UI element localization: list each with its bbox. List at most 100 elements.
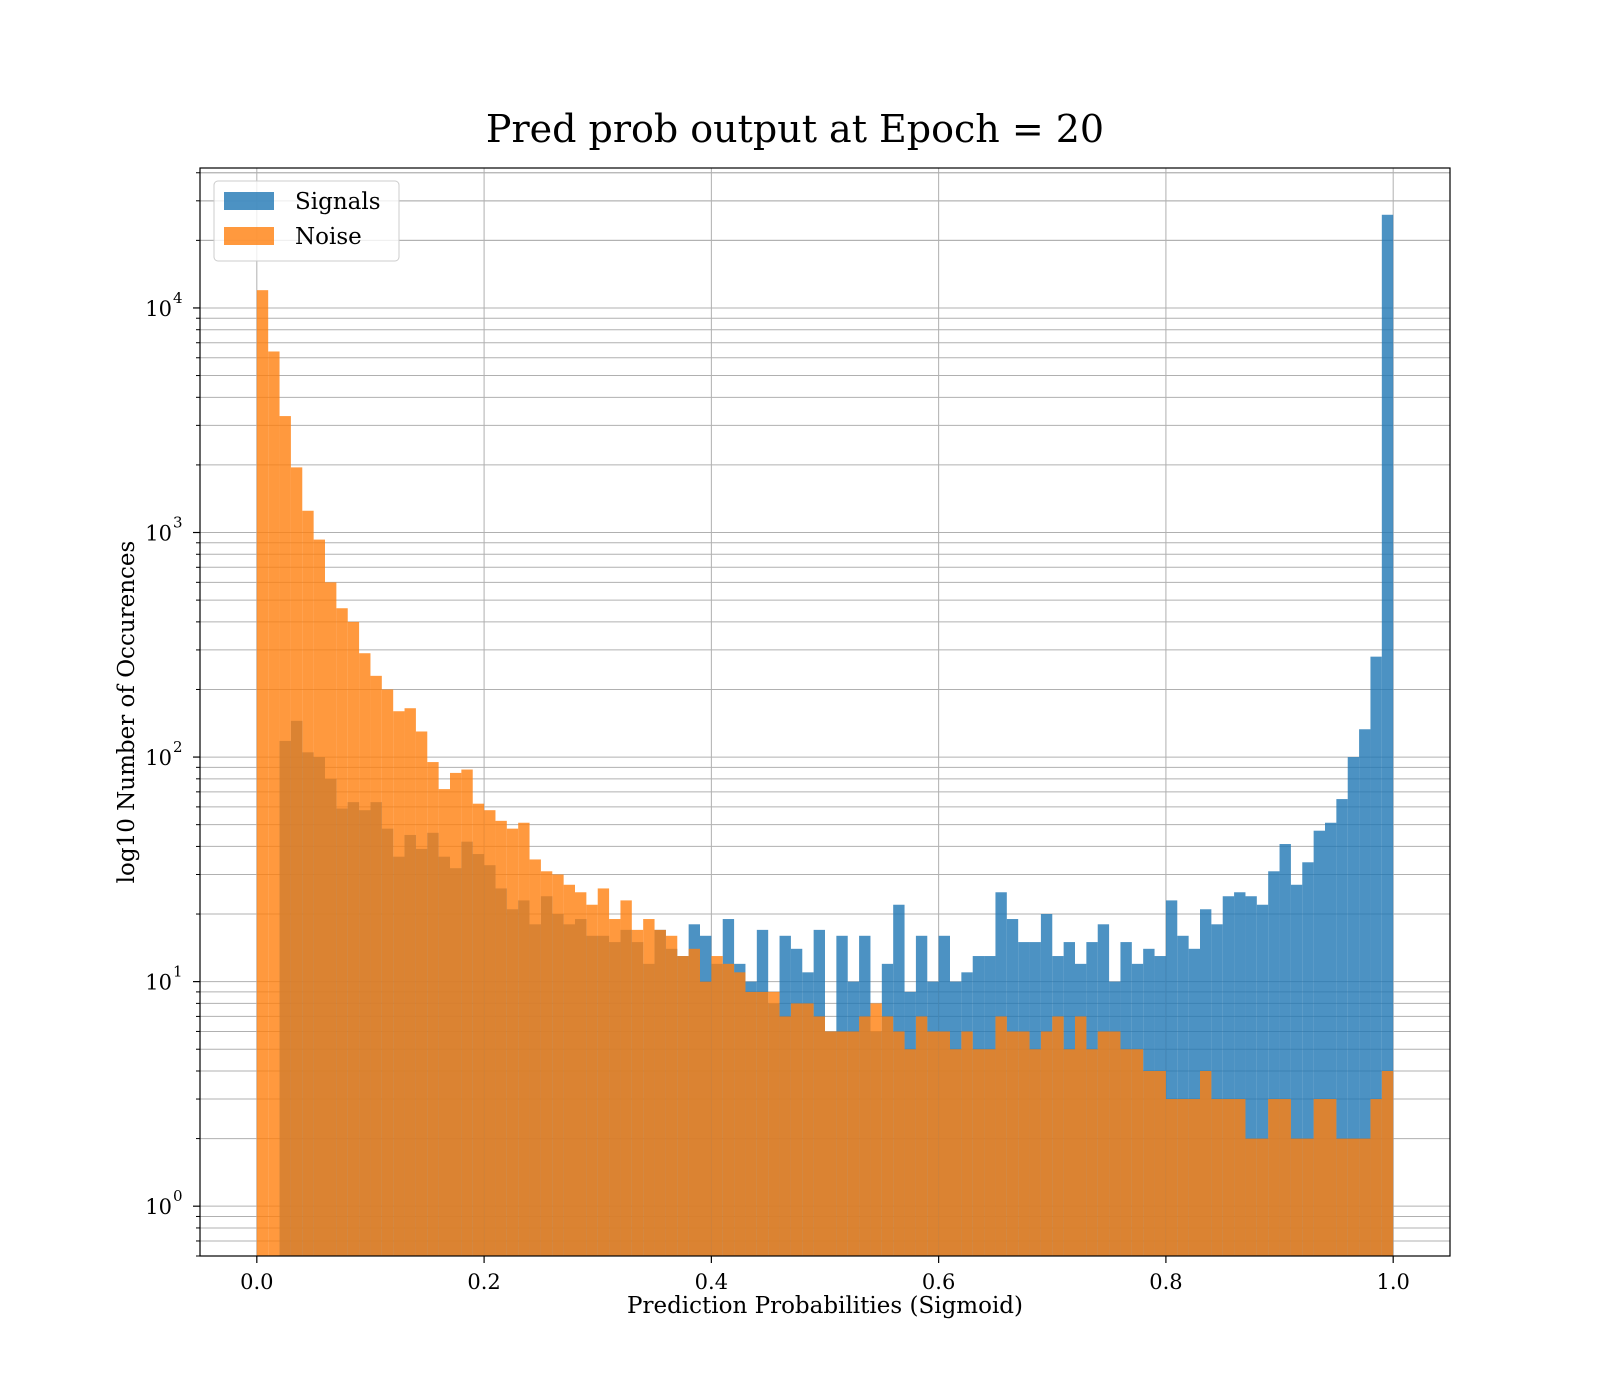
signals-bar [1290, 884, 1303, 1256]
noise-bar [1222, 1099, 1235, 1256]
noise-bar [870, 1003, 882, 1256]
plot-frame [199, 167, 1451, 1257]
noise-bar [768, 991, 780, 1256]
noise-bar [313, 539, 325, 1256]
noise-bar [597, 888, 610, 1256]
noise-bar [631, 929, 644, 1256]
noise-bar [427, 762, 439, 1256]
noise-bar [609, 919, 621, 1256]
noise-bar [1268, 1099, 1280, 1256]
noise-bar [620, 900, 632, 1256]
signals-bar [1211, 924, 1223, 1256]
noise-bar [438, 789, 450, 1256]
noise-bar [677, 956, 689, 1256]
signals-bar [1381, 214, 1394, 1257]
noise-bar [472, 803, 485, 1256]
noise-bar [1359, 1138, 1371, 1256]
noise-bar [506, 828, 519, 1256]
noise-bar [779, 1016, 791, 1256]
noise-bar [790, 1003, 803, 1256]
signals-bar [1256, 904, 1269, 1256]
y-tick-exponent: 4 [173, 289, 183, 307]
noise-bar [1120, 1049, 1132, 1256]
signals-bar [1336, 799, 1348, 1256]
noise-bar [1029, 1049, 1041, 1256]
noise-bar [881, 1016, 894, 1256]
y-tick-label: 10 [145, 522, 172, 546]
noise-bar [938, 1031, 950, 1256]
signals-bar [1359, 729, 1371, 1256]
legend-label-noise: Noise [295, 224, 362, 250]
noise-bar [404, 708, 416, 1256]
noise-bar [268, 351, 280, 1256]
legend-swatch-signals [224, 192, 274, 210]
noise-bar [563, 884, 575, 1256]
noise-bars [256, 290, 1394, 1257]
legend-swatch-noise [224, 227, 274, 245]
signals-bar [1222, 896, 1235, 1256]
noise-bar [484, 810, 496, 1256]
signals-bar [1313, 830, 1325, 1256]
noise-bar [302, 510, 314, 1256]
noise-bar [893, 1031, 905, 1256]
noise-bar [1063, 1049, 1075, 1256]
noise-bar [1131, 1049, 1144, 1256]
noise-bar [915, 1016, 928, 1256]
noise-bar [1279, 1099, 1291, 1256]
noise-bar [927, 1031, 939, 1256]
noise-bar [518, 822, 530, 1256]
noise-bar [972, 1049, 985, 1256]
noise-bar [540, 871, 553, 1256]
y-tick-label: 10 [145, 971, 172, 995]
noise-bar [847, 1031, 860, 1256]
x-tick-label: 0.0 [240, 1270, 273, 1294]
x-tick-label: 0.6 [922, 1270, 955, 1294]
noise-bar [1302, 1138, 1314, 1256]
noise-bar [1290, 1138, 1303, 1256]
signals-bar [1245, 896, 1257, 1256]
noise-bar [336, 608, 348, 1256]
noise-bar [1325, 1099, 1337, 1256]
noise-bar [722, 963, 735, 1256]
noise-bar [529, 859, 541, 1256]
noise-bar [347, 621, 360, 1256]
noise-bar [1188, 1099, 1200, 1256]
noise-bar [700, 981, 712, 1256]
noise-bar [290, 467, 303, 1256]
noise-bar [1200, 1070, 1212, 1256]
noise-bar [495, 820, 507, 1256]
noise-bar [984, 1049, 996, 1256]
noise-bar [1154, 1070, 1166, 1256]
noise-bar [415, 731, 428, 1256]
signals-bar [1325, 822, 1337, 1256]
noise-bar [802, 1003, 814, 1256]
noise-bar [995, 1016, 1007, 1256]
noise-bar [1075, 1016, 1087, 1256]
noise-bar [1313, 1099, 1325, 1256]
noise-bar [1109, 1031, 1121, 1256]
noise-bar [654, 929, 666, 1256]
noise-bar [1211, 1099, 1223, 1256]
noise-bar [370, 675, 382, 1256]
noise-bar [1256, 1138, 1269, 1256]
x-axis-label: Prediction Probabilities (Sigmoid) [627, 1293, 1023, 1319]
signals-bar [1370, 656, 1382, 1256]
noise-bar [665, 935, 678, 1256]
noise-bar [1234, 1099, 1246, 1256]
noise-bar [586, 904, 598, 1256]
noise-bar [734, 972, 746, 1256]
noise-bar [325, 582, 337, 1256]
noise-bar [1165, 1099, 1178, 1256]
noise-bar [745, 991, 757, 1256]
noise-bar [256, 290, 269, 1257]
noise-bar [756, 991, 769, 1256]
y-tick-exponent: 1 [173, 963, 183, 981]
noise-bar [711, 956, 723, 1256]
noise-bar [825, 1031, 837, 1256]
x-tick-label: 1.0 [1376, 1270, 1409, 1294]
legend: Signals Noise [213, 180, 400, 262]
signals-bar [1268, 871, 1280, 1256]
signals-bar [1165, 900, 1178, 1256]
noise-bar [575, 892, 587, 1256]
